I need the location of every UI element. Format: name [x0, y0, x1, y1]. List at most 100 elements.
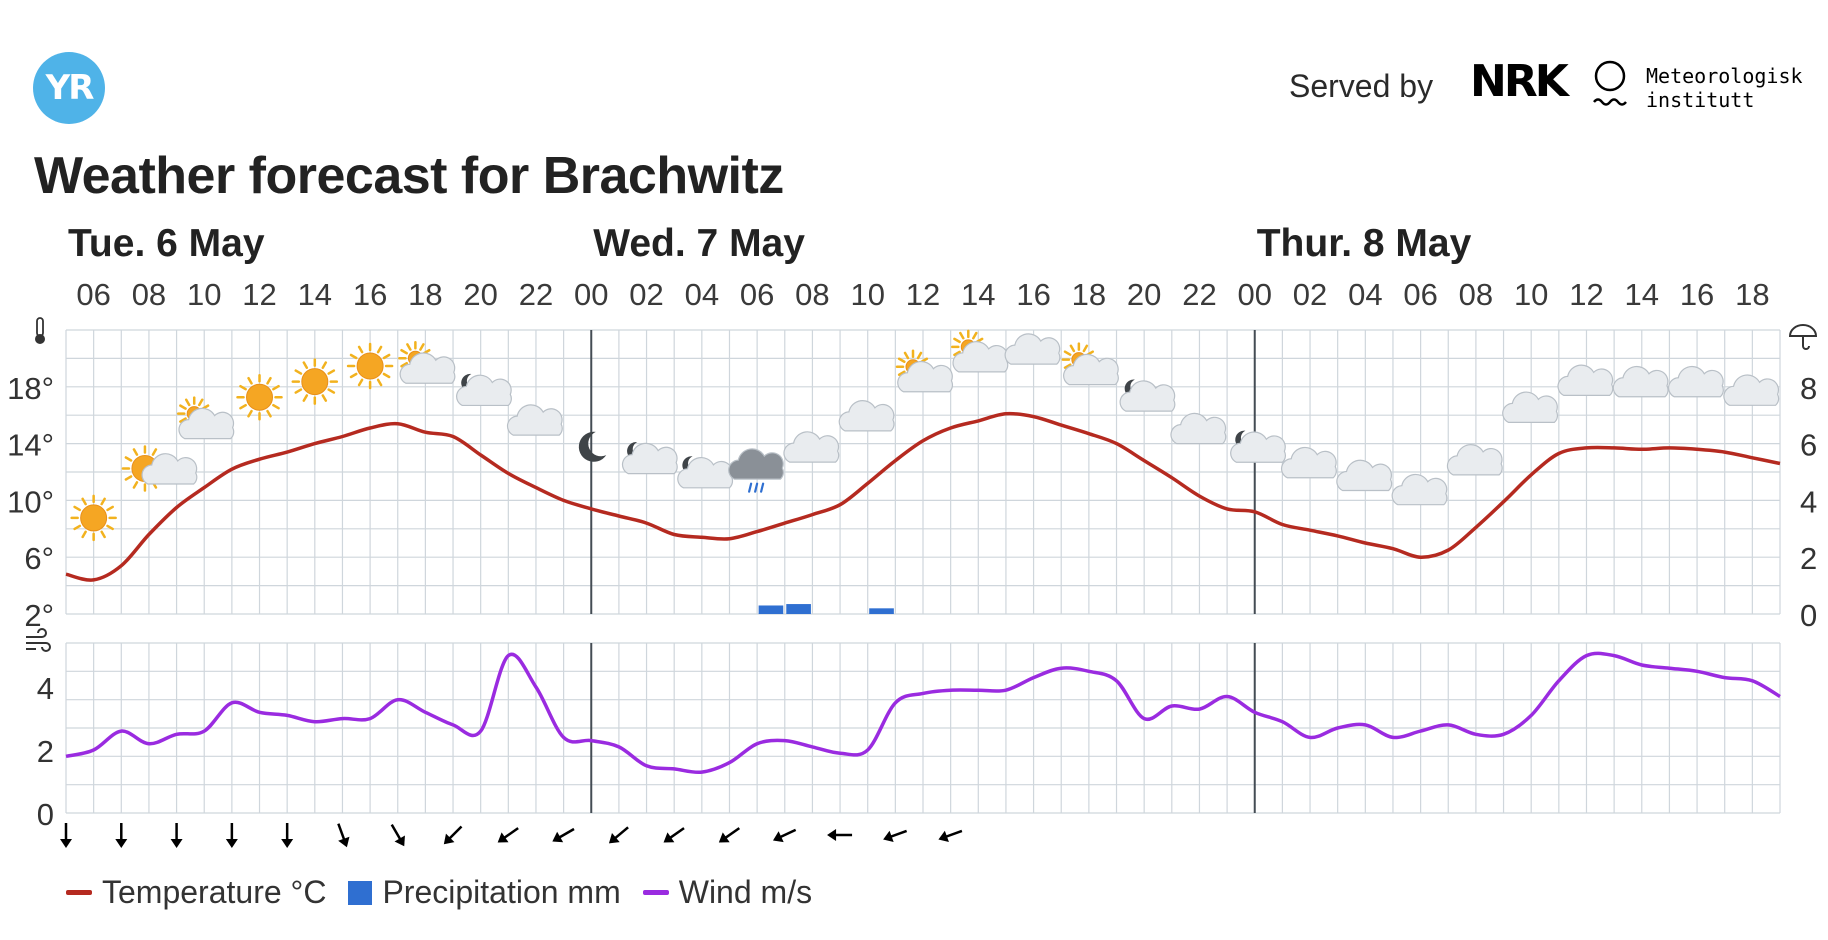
cloud-shape	[1119, 380, 1176, 412]
sun-icon	[236, 373, 283, 421]
sun-ray	[124, 475, 133, 481]
cloud-shape	[1230, 431, 1286, 463]
cloud-shape	[141, 453, 198, 485]
sun-icon	[291, 358, 339, 405]
hour-tick-label: 08	[132, 277, 166, 312]
sun-ray	[106, 524, 114, 531]
met-name-line-1: Meteorologisk	[1646, 64, 1803, 88]
sun-ray	[953, 350, 961, 357]
wind-direction-arrow	[663, 827, 685, 843]
hour-tick-label: 18	[1735, 277, 1769, 312]
sun-ray	[1069, 344, 1076, 353]
legend-swatch-wind	[642, 890, 669, 895]
wind-axis-tick: 2	[37, 734, 54, 769]
hour-tick-label: 16	[1680, 277, 1714, 312]
wind-direction-arrow	[938, 829, 963, 843]
sun-ray	[81, 530, 87, 539]
sun-ray	[73, 505, 82, 512]
sun-ray	[400, 348, 408, 355]
hour-tick-label: 08	[1459, 277, 1493, 312]
day-label: Thur. 8 May	[1257, 222, 1472, 265]
sun-ray	[916, 351, 923, 360]
page-title: Weather forecast for Brachwitz	[34, 147, 784, 205]
sun-ray	[959, 331, 965, 340]
partly-cloudy-night-icon	[1119, 379, 1176, 412]
hour-tick-label: 06	[76, 277, 110, 312]
sun-ray	[266, 376, 272, 385]
sun-ray	[294, 388, 303, 394]
legend-label-temperature: Temperature °C	[102, 874, 327, 910]
sun-disc	[80, 504, 108, 532]
legend-item-temperature[interactable]: Temperature °C	[66, 874, 326, 911]
sun-ray	[327, 369, 336, 375]
hour-tick-label: 06	[740, 277, 774, 312]
cloud-shape	[1170, 412, 1227, 445]
wind-direction-arrow	[337, 823, 350, 848]
temperature-line	[65, 411, 1781, 582]
hour-tick-label: 20	[1127, 277, 1161, 312]
hour-tick-label: 02	[1293, 277, 1327, 312]
precip-axis-tick: 4	[1800, 484, 1817, 519]
sun-ray	[382, 372, 391, 379]
legend-swatch-precipitation	[348, 880, 373, 905]
arrow-head	[938, 830, 949, 843]
wind-direction-arrow	[170, 823, 183, 848]
met-name-line-2: institutt	[1646, 88, 1755, 112]
partly-cloudy-day-icon	[895, 349, 954, 393]
arrow-head	[827, 829, 837, 841]
cloud-shape	[1612, 365, 1669, 398]
sun-ray	[272, 403, 280, 410]
cloud-shape	[1446, 444, 1503, 476]
partly-cloudy-day-icon	[1061, 342, 1119, 386]
hour-tick-label: 12	[242, 277, 276, 312]
cloud-shape	[399, 352, 456, 384]
arrow-head	[772, 831, 784, 843]
sun-ray	[73, 524, 82, 531]
sun-ray	[239, 403, 247, 410]
hour-tick-label: 10	[1514, 277, 1548, 312]
legend-item-precipitation[interactable]: Precipitation mm	[348, 874, 621, 911]
partly-cloudy-night-icon	[456, 373, 512, 407]
sun-ray	[100, 497, 106, 506]
day-label: Tue. 6 May	[68, 222, 265, 265]
cloud-icon	[1170, 412, 1227, 445]
thermometer-icon-stem	[36, 317, 44, 337]
cloud-icon	[1446, 444, 1503, 476]
sun-ray	[302, 361, 309, 369]
main-grid	[65, 329, 1781, 615]
cloud-icon	[783, 431, 840, 463]
cloud-icon	[1612, 365, 1669, 398]
sun-ray	[184, 398, 191, 407]
met-institutt-logo-icon[interactable]	[1590, 58, 1638, 114]
legend-item-wind[interactable]: Wind m/s	[642, 874, 812, 911]
arrow-head	[60, 839, 72, 848]
sun-ray	[239, 384, 247, 391]
rain-cloud-icon	[728, 448, 784, 493]
nrk-logo[interactable]: NRK	[1470, 56, 1569, 107]
wind-direction-arrow	[827, 829, 853, 841]
hour-tick-label: 18	[408, 277, 442, 312]
cloud-icon	[838, 400, 895, 432]
sun-ray	[1063, 363, 1072, 369]
precip-axis-tick: 6	[1800, 428, 1817, 463]
umbrella-icon-canopy	[1788, 324, 1818, 337]
sun-disc	[356, 352, 384, 380]
thermometer-icon	[35, 317, 45, 344]
sun-ray	[266, 409, 272, 418]
wind-direction-arrow	[718, 827, 741, 843]
hour-tick-label: 14	[961, 277, 995, 312]
wind-direction-arrow	[225, 823, 238, 848]
precip-axis-tick: 0	[1800, 598, 1817, 633]
arrow-head	[497, 832, 509, 843]
wind-icon-lines	[26, 628, 51, 652]
hour-tick-label: 16	[1016, 277, 1050, 312]
cloud-shape	[1063, 353, 1119, 386]
cloud-shape	[1004, 333, 1061, 365]
sun-ray	[100, 530, 106, 539]
cloud-shape	[897, 360, 954, 393]
yr-logo[interactable]: YR	[33, 52, 105, 124]
arrow-head	[663, 832, 675, 843]
sun-ray	[106, 505, 114, 512]
sun-ray	[400, 361, 408, 368]
sun-icon	[70, 494, 117, 542]
